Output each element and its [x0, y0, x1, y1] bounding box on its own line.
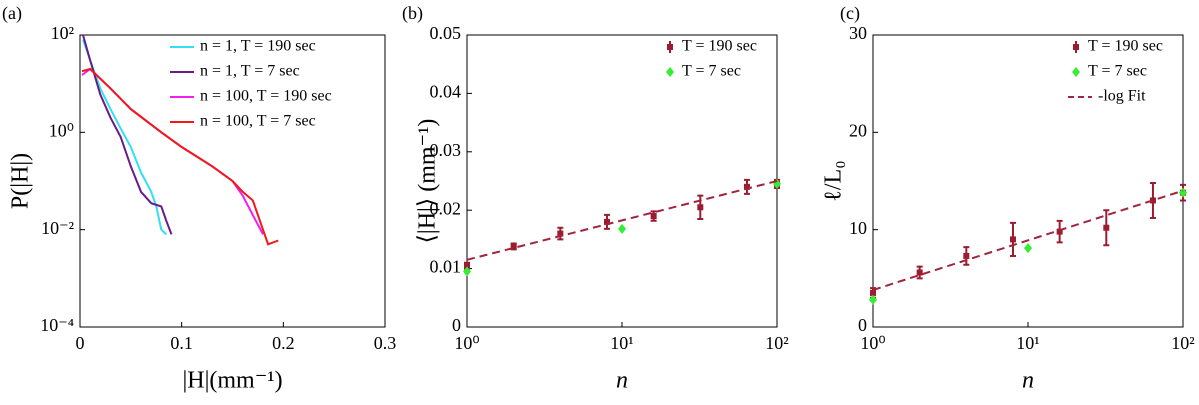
legend-label: T = 190 sec	[1088, 38, 1163, 55]
data-point	[464, 262, 470, 269]
legend-label: T = 7 sec	[682, 63, 741, 80]
data-point	[1009, 236, 1016, 243]
data-point	[1103, 224, 1110, 231]
data-point	[870, 289, 876, 296]
x-axis-label: n	[616, 368, 628, 394]
series-line	[872, 189, 1184, 291]
data-point	[697, 204, 704, 211]
x-tick-label: 10²	[765, 333, 788, 353]
legend-marker	[1073, 44, 1079, 50]
legend-marker	[1072, 67, 1080, 77]
x-tick-label: 0.2	[272, 333, 295, 353]
y-tick-label: 10	[849, 218, 867, 238]
y-axis-label: ℓ/L₀	[821, 160, 847, 201]
data-point	[963, 252, 970, 259]
x-axis-label: n	[1022, 368, 1034, 394]
plot-frame	[79, 34, 386, 328]
y-axis-label: P(|H|)	[8, 153, 34, 209]
legend-marker	[666, 67, 674, 77]
x-tick-label: 10¹	[610, 333, 633, 353]
x-tick-label: 0.3	[374, 333, 397, 353]
y-tick-label: 0.02	[430, 198, 462, 218]
legend-label: n = 1, T = 190 sec	[200, 38, 316, 55]
series-line	[466, 180, 778, 261]
y-tick-label: 0.01	[430, 257, 462, 277]
y-axis-label: ⟨|H|⟩ (mm⁻¹)	[415, 119, 441, 244]
x-tick-label: 0	[76, 333, 85, 353]
panel-label: (b)	[402, 3, 423, 24]
series-line	[82, 34, 173, 235]
legend-label: T = 7 sec	[1088, 63, 1147, 80]
legend-label: -log Fit	[1098, 88, 1146, 105]
x-tick-label: 10⁰	[860, 333, 885, 353]
y-tick-label: 10⁻⁴	[40, 315, 74, 335]
y-tick-label: 10²	[51, 23, 74, 43]
y-tick-label: 0.03	[430, 140, 462, 160]
series-line	[82, 39, 168, 236]
y-tick-label: 10⁻²	[41, 218, 74, 238]
y-tick-label: 30	[849, 23, 867, 43]
x-tick-label: 0.1	[170, 333, 193, 353]
panel-label: (a)	[2, 3, 22, 24]
y-tick-label: 0.04	[430, 82, 462, 102]
x-axis-label: |H|(mm⁻¹)	[182, 368, 282, 394]
data-point	[1024, 243, 1032, 254]
y-tick-label: 0	[858, 315, 867, 335]
data-point	[1179, 187, 1187, 198]
data-point	[650, 213, 657, 220]
panel: (a) 0 0.1 0.2 0.3 10⁻⁴ 10⁻² 10⁰ 10² |H|(mm⁻¹) P(|H…	[2, 3, 396, 393]
x-tick-label: 10⁰	[454, 333, 479, 353]
legend-label: n = 1, T = 7 sec	[200, 63, 300, 80]
legend-marker	[667, 44, 673, 50]
panel: (b) 10⁰ 10¹ 10² 0 0.01 0.02 0.03 0.04 0.05 n ⟨|H|⟩ …	[402, 3, 789, 393]
panel: (c) 10⁰ 10¹ 10² 0 10 20 30 n ℓ/L₀ T = 190 sec T = 7…	[821, 3, 1195, 393]
y-tick-label: 20	[849, 120, 867, 140]
x-tick-label: 10²	[1171, 333, 1194, 353]
panel-label: (c)	[840, 3, 860, 24]
legend-label: n = 100, T = 7 sec	[200, 113, 316, 130]
y-tick-label: 10⁰	[49, 120, 74, 140]
data-point	[463, 266, 471, 277]
y-tick-label: 0.05	[430, 23, 462, 43]
legend-label: n = 100, T = 190 sec	[200, 88, 332, 105]
data-point	[869, 294, 877, 305]
legend-label: T = 190 sec	[682, 38, 757, 55]
data-point	[618, 223, 626, 234]
series-line	[81, 67, 279, 246]
y-tick-label: 0	[452, 315, 461, 335]
data-point	[916, 269, 923, 276]
x-tick-label: 10¹	[1016, 333, 1039, 353]
